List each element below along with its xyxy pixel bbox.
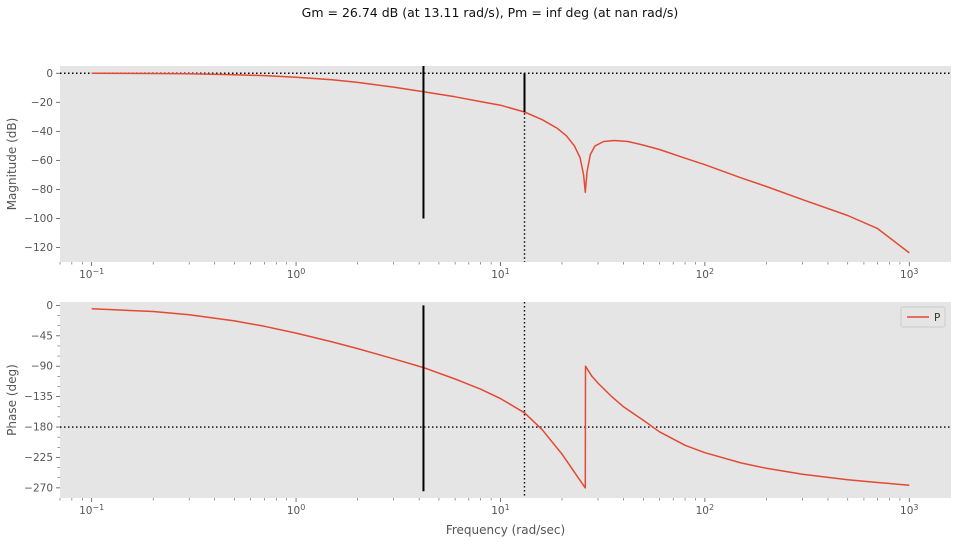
y-tick-label: 0: [46, 300, 53, 312]
y-axis-label: Phase (deg): [5, 364, 19, 436]
x-tick-label: 103: [900, 503, 918, 517]
legend-label: P: [934, 312, 940, 324]
x-tick-label: 102: [696, 503, 714, 517]
y-tick-label: −180: [24, 422, 53, 434]
y-tick-label: −90: [31, 361, 53, 373]
x-tick-label: 101: [491, 267, 509, 281]
y-tick-label: −45: [31, 330, 53, 342]
x-axis-label: Frequency (rad/sec): [446, 523, 565, 537]
y-tick-label: −120: [24, 242, 53, 254]
y-tick-label: −100: [24, 213, 53, 225]
x-tick-label: 102: [696, 267, 714, 281]
y-tick-label: −60: [31, 155, 53, 167]
x-tick-label: 100: [287, 267, 305, 281]
series-line: [91, 72, 910, 254]
y-tick-label: −20: [31, 97, 53, 109]
y-tick-label: −135: [24, 391, 53, 403]
y-tick-label: −270: [24, 482, 53, 494]
x-tick-label: 103: [900, 267, 918, 281]
y-axis-label: Magnitude (dB): [5, 118, 19, 211]
series-line: [91, 308, 910, 489]
phase-panel: 10−1 100 101 102 103 0 −45 −90 −135 −180 −225 −270 P…: [5, 300, 951, 537]
x-tick-label: 101: [491, 503, 509, 517]
y-tick-label: −225: [24, 452, 53, 464]
x-tick-label: 10−1: [79, 503, 104, 517]
figure-title: Gm = 26.74 dB (at 13.11 rad/s), Pm = inf…: [301, 5, 679, 20]
plot-area: [60, 302, 951, 498]
x-tick-label: 10−1: [79, 267, 104, 281]
y-tick-label: −80: [31, 184, 53, 196]
magnitude-panel: 10−1 100 101 102 103 0 −20 −40 −60 −80 −100 −120 Mag…: [5, 66, 951, 281]
plot-area: [60, 66, 951, 262]
y-tick-label: −40: [31, 126, 53, 138]
x-tick-label: 100: [287, 503, 305, 517]
y-tick-label: 0: [46, 68, 53, 80]
